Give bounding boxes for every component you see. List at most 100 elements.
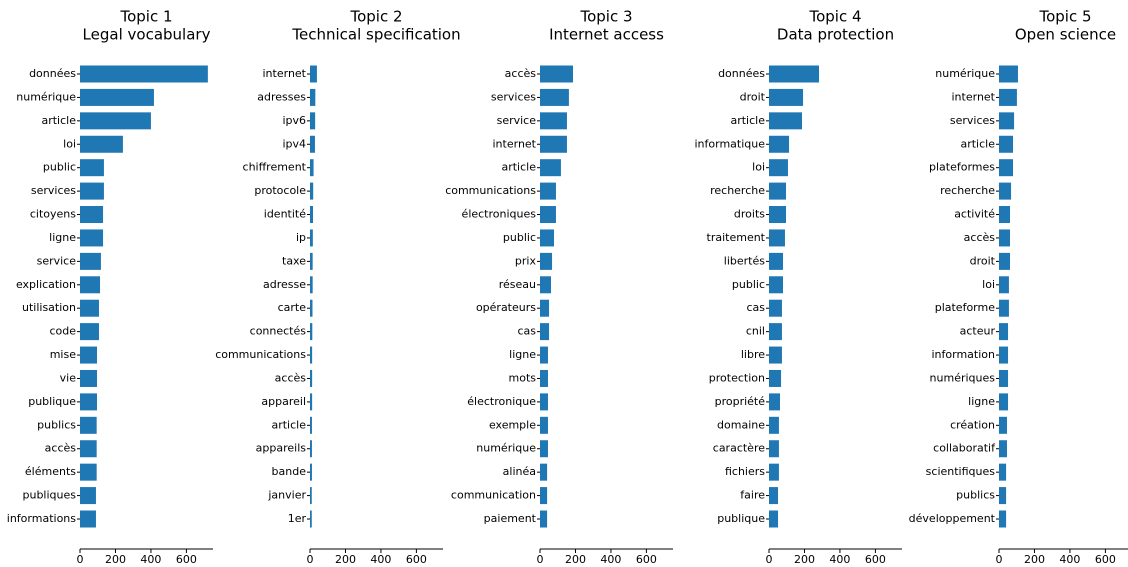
y-tick-label: acteur	[960, 325, 996, 338]
bar	[310, 159, 314, 177]
y-tick-label: loi	[982, 278, 995, 291]
bar	[769, 440, 779, 458]
bar	[540, 65, 573, 83]
y-tick-label: citoyens	[30, 208, 76, 221]
bar	[540, 159, 561, 177]
y-tick-label: communications	[445, 184, 536, 197]
y-tick-label: plateformes	[929, 161, 995, 174]
y-tick-label: article	[730, 114, 765, 127]
bar	[769, 393, 780, 411]
bar	[999, 346, 1009, 364]
bar	[540, 487, 548, 505]
y-tick-label: données	[29, 67, 76, 80]
y-tick-label: internet	[263, 67, 307, 80]
bar	[999, 416, 1007, 434]
chart-title: Topic 1	[119, 8, 172, 26]
y-tick-label: ipv6	[282, 114, 306, 127]
y-tick-label: service	[37, 254, 77, 267]
y-tick-label: identité	[264, 208, 306, 221]
bar	[80, 463, 97, 481]
bar	[80, 88, 154, 106]
bar	[310, 463, 312, 481]
bar	[769, 487, 779, 505]
bar	[999, 135, 1014, 153]
bar	[310, 487, 312, 505]
y-tick-label: article	[271, 418, 306, 431]
bar	[310, 346, 313, 364]
bar	[769, 252, 784, 270]
bar	[540, 323, 550, 341]
y-tick-label: services	[31, 184, 76, 197]
x-tick-label: 600	[636, 553, 657, 566]
y-tick-label: communications	[215, 348, 306, 361]
x-tick-label: 600	[1095, 553, 1116, 566]
bar	[540, 346, 548, 364]
bar	[540, 112, 567, 130]
y-tick-label: explication	[16, 278, 76, 291]
y-tick-label: article	[501, 161, 536, 174]
bar	[310, 229, 313, 247]
x-tick-label: 600	[176, 553, 197, 566]
bar	[310, 206, 314, 224]
bar	[80, 112, 151, 130]
bar	[540, 440, 548, 458]
x-tick-label: 200	[565, 553, 586, 566]
y-tick-label: protection	[709, 371, 765, 384]
bar	[769, 112, 802, 130]
bar	[999, 487, 1007, 505]
y-tick-label: développement	[909, 512, 996, 525]
bar	[80, 65, 208, 83]
y-tick-label: loi	[752, 161, 765, 174]
bar	[769, 323, 782, 341]
bar	[999, 299, 1009, 317]
y-tick-label: connectés	[250, 325, 307, 338]
bar	[310, 88, 316, 106]
y-tick-label: réseau	[499, 278, 536, 291]
chart-subtitle: Legal vocabulary	[83, 26, 211, 44]
x-tick-label: 200	[1024, 553, 1045, 566]
bar	[310, 369, 313, 387]
y-tick-label: caractère	[713, 442, 765, 455]
y-tick-label: fichiers	[725, 465, 765, 478]
bar	[540, 229, 555, 247]
y-tick-label: informations	[7, 512, 76, 525]
y-tick-label: publics	[37, 418, 76, 431]
x-tick-label: 0	[537, 553, 544, 566]
y-tick-label: publique	[717, 512, 765, 525]
y-tick-label: droits	[734, 208, 765, 221]
y-tick-label: appareil	[261, 395, 306, 408]
bar	[80, 229, 104, 247]
bar	[310, 299, 313, 317]
y-tick-label: création	[950, 418, 995, 431]
y-tick-label: appareils	[256, 442, 307, 455]
x-tick-label: 0	[307, 553, 314, 566]
chart-subtitle: Internet access	[549, 26, 664, 44]
x-tick-label: 200	[794, 553, 815, 566]
bar	[540, 393, 548, 411]
bar	[540, 369, 548, 387]
bar	[769, 135, 790, 153]
y-tick-label: carte	[278, 301, 307, 314]
bar	[999, 369, 1009, 387]
y-tick-label: numériques	[930, 371, 996, 384]
y-tick-label: 1er	[288, 512, 307, 525]
bar	[540, 88, 569, 106]
y-tick-label: internet	[493, 137, 537, 150]
bar	[310, 393, 313, 411]
y-tick-label: ipv4	[282, 137, 306, 150]
bar	[769, 229, 785, 247]
bar	[310, 276, 313, 294]
y-tick-label: faire	[740, 489, 765, 502]
bar	[999, 323, 1009, 341]
bar	[769, 299, 782, 317]
bar	[540, 276, 551, 294]
x-tick-label: 400	[370, 553, 391, 566]
bar	[769, 463, 779, 481]
bar	[80, 135, 123, 153]
bar	[310, 323, 313, 341]
y-tick-label: public	[43, 161, 76, 174]
y-tick-label: communication	[451, 489, 536, 502]
bar	[310, 112, 316, 130]
chart-subtitle: Data protection	[777, 26, 894, 44]
